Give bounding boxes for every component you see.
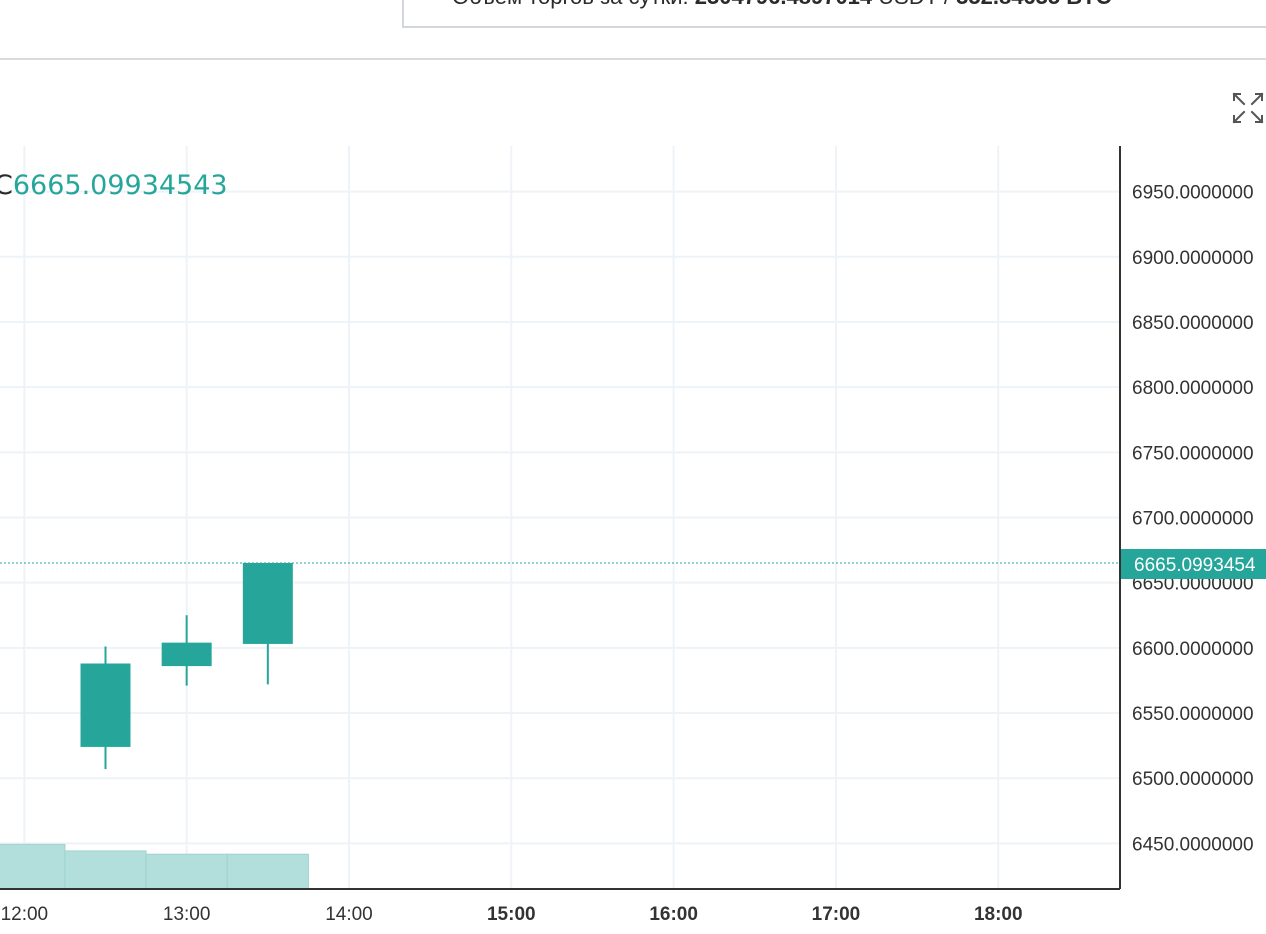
current-price-legend: C6665.09934543 xyxy=(0,170,228,201)
volume-bar xyxy=(145,853,228,890)
current-price-value: 6665.09934543 xyxy=(12,170,228,201)
y-tick-label: 6500.0000000 xyxy=(1132,769,1254,790)
volume-usdt-value: 2304796.4897014 xyxy=(695,0,872,9)
x-tick-label: 12:00 xyxy=(1,904,49,925)
current-price-axis-badge xyxy=(1121,548,1266,579)
y-tick-label: 6750.0000000 xyxy=(1132,443,1254,464)
candle-body xyxy=(242,562,293,644)
x-tick-label: 15:00 xyxy=(487,904,536,925)
pair-suffix: C xyxy=(0,170,13,201)
x-tick-label: 18:00 xyxy=(974,904,1023,925)
y-tick-label: 6550.0000000 xyxy=(1132,704,1254,725)
y-tick-label: 6600.0000000 xyxy=(1132,639,1254,660)
x-tick-label: 13:00 xyxy=(163,904,211,925)
volume-btc-unit: BTC xyxy=(1066,0,1111,9)
candle-body xyxy=(80,663,131,747)
y-tick-label: 6450.0000000 xyxy=(1132,834,1254,855)
daily-volume-panel: Объем торгов за сутки: 2304796.4897014 U… xyxy=(402,0,1266,28)
y-tick-label: 6700.0000000 xyxy=(1132,509,1254,530)
volume-bar xyxy=(0,843,66,890)
candle-body xyxy=(161,642,212,667)
y-tick-label: 6900.0000000 xyxy=(1132,248,1254,269)
x-tick-label: 17:00 xyxy=(812,904,861,925)
y-tick-label: 6950.0000000 xyxy=(1132,183,1254,204)
volume-bar xyxy=(226,853,309,890)
y-tick-label: 6850.0000000 xyxy=(1132,313,1254,334)
header-divider xyxy=(0,58,1266,60)
daily-volume-text: Объем торгов за сутки: 2304796.4897014 U… xyxy=(452,0,1111,10)
volume-btc-value: 352.84635 xyxy=(956,0,1060,9)
volume-prefix: Объем торгов за сутки: xyxy=(452,0,689,9)
x-tick-label: 14:00 xyxy=(325,904,373,925)
volume-usdt-unit: USDT / xyxy=(878,0,950,9)
current-price-axis-label: 6665.0993454 xyxy=(1134,555,1256,576)
volume-bar xyxy=(64,850,147,890)
x-tick-label: 16:00 xyxy=(649,904,698,925)
y-tick-label: 6800.0000000 xyxy=(1132,378,1254,399)
expand-icon[interactable] xyxy=(1230,90,1266,126)
